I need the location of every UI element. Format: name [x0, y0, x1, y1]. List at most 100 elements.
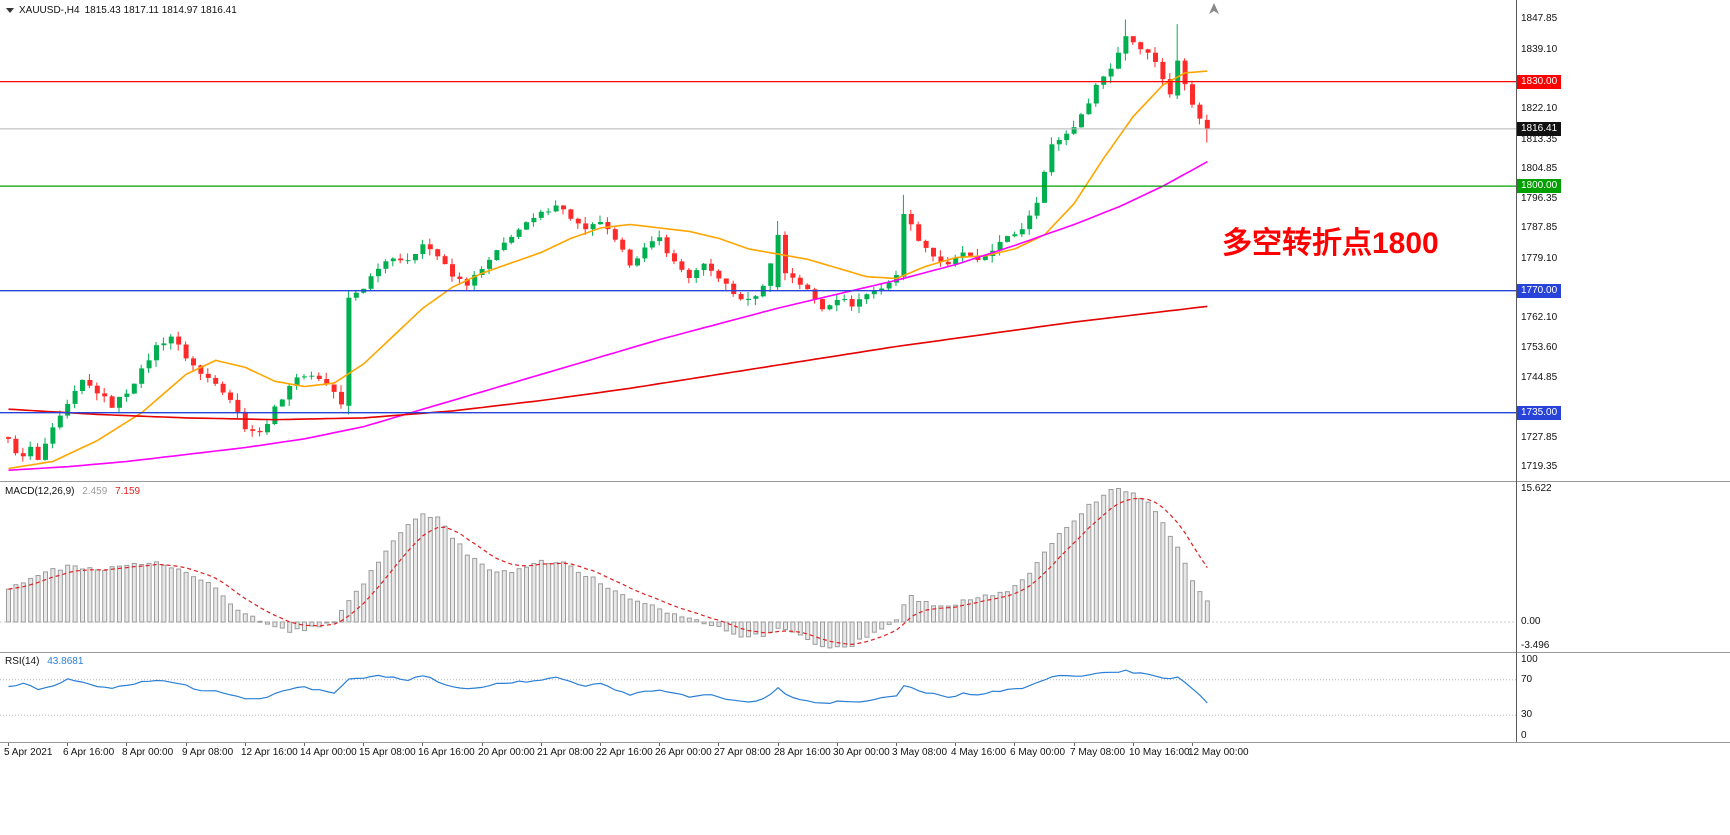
- macd-bar: [494, 571, 500, 623]
- candle-body: [1027, 215, 1033, 230]
- macd-bar: [457, 543, 463, 623]
- macd-bar: [642, 603, 648, 623]
- macd-bar: [1034, 562, 1040, 623]
- candle-body: [309, 375, 315, 377]
- candle-body: [842, 299, 848, 300]
- candle-body: [857, 299, 862, 307]
- macd-bar: [1160, 522, 1166, 623]
- time-tick: [600, 743, 601, 746]
- rsi-indicator-label: RSI(14) 43.8681: [5, 656, 83, 667]
- price-axis-label: 1727.85: [1521, 432, 1558, 443]
- candle-body: [368, 276, 374, 289]
- macd-bar: [1138, 497, 1144, 623]
- candle-body: [376, 268, 381, 277]
- candle-body: [968, 252, 973, 256]
- candle-body: [901, 214, 907, 277]
- macd-bar: [672, 613, 677, 623]
- candle-body: [1116, 52, 1121, 69]
- candle-body: [1064, 133, 1070, 141]
- macd-bar: [331, 621, 337, 624]
- candle-body: [87, 379, 93, 386]
- candle-body: [620, 239, 626, 250]
- candle-body: [709, 263, 714, 271]
- macd-bar: [1182, 562, 1188, 623]
- candle-body: [161, 343, 167, 346]
- macd-bar: [117, 565, 122, 623]
- candle-body: [139, 368, 145, 384]
- macd-bar: [694, 619, 700, 623]
- panel-separator[interactable]: [0, 652, 1730, 653]
- candle-body: [279, 399, 285, 407]
- macd-bar: [583, 576, 589, 623]
- macd-bar: [842, 621, 848, 648]
- time-tick: [1014, 743, 1015, 746]
- macd-bar: [975, 597, 981, 623]
- candle-body: [923, 240, 929, 248]
- candle-body: [427, 244, 433, 250]
- dropdown-arrow-icon[interactable]: [6, 8, 14, 13]
- macd-bar: [686, 617, 692, 623]
- candle-body: [1034, 202, 1040, 216]
- candle-body: [176, 336, 182, 345]
- price-axis[interactable]: 1847.85 1839.10 1822.10 1813.35 1804.85 1796.…: [1517, 0, 1730, 742]
- candle-body: [479, 269, 485, 275]
- price-axis-label: 1787.85: [1521, 222, 1558, 233]
- macd-bar: [709, 621, 714, 627]
- candle-body: [524, 222, 529, 230]
- macd-bar: [50, 568, 56, 623]
- candle-body: [509, 236, 515, 243]
- macd-bar: [1153, 511, 1158, 623]
- candle-body: [820, 299, 825, 310]
- macd-bar: [1175, 546, 1181, 623]
- candle-body: [1019, 229, 1025, 235]
- macd-bar: [797, 621, 803, 636]
- price-axis-label: 1719.35: [1521, 461, 1558, 472]
- candle-body: [168, 336, 174, 344]
- panel-separator[interactable]: [0, 481, 1730, 482]
- candle-body: [953, 257, 959, 265]
- macd-bar: [783, 621, 788, 631]
- ma-fast-line: [8, 70, 1208, 470]
- macd-bar: [612, 590, 618, 623]
- candle-body: [198, 365, 204, 374]
- candle-body: [716, 270, 722, 279]
- macd-bar: [220, 595, 226, 623]
- candle-body: [590, 224, 596, 230]
- macd-bar: [57, 569, 63, 623]
- candle-body: [635, 258, 640, 266]
- macd-bar: [790, 621, 796, 633]
- candle-body: [1197, 104, 1203, 119]
- macd-bar: [168, 567, 174, 623]
- macd-indicator-label: MACD(12,26,9) 2.459 7.159: [5, 486, 140, 497]
- candle-body: [13, 438, 19, 454]
- macd-bar: [723, 621, 729, 632]
- macd-name: MACD(12,26,9): [5, 486, 75, 497]
- time-axis-label: 27 Apr 08:00: [714, 747, 771, 758]
- macd-bar: [265, 621, 270, 625]
- time-axis-label: 12 Apr 16:00: [241, 747, 298, 758]
- candle-body: [694, 270, 700, 278]
- time-axis-label: 22 Apr 16:00: [596, 747, 653, 758]
- candle-body: [183, 344, 189, 359]
- macd-bar: [627, 598, 633, 623]
- time-axis[interactable]: 5 Apr 2021 6 Apr 16:00 8 Apr 00:00 9 Apr 08…: [0, 743, 1730, 763]
- macd-bar: [871, 621, 877, 633]
- candle-body: [1049, 144, 1055, 173]
- macd-bar: [287, 621, 293, 633]
- candle-body: [1071, 127, 1077, 134]
- rsi-panel-canvas[interactable]: [0, 653, 1516, 742]
- candle-body: [1153, 52, 1158, 62]
- macd-bar: [834, 621, 840, 648]
- macd-bar: [575, 571, 581, 623]
- candle-body: [1108, 68, 1114, 77]
- macd-bar: [982, 594, 988, 623]
- macd-panel-canvas[interactable]: [0, 482, 1516, 652]
- candle-body: [390, 258, 396, 262]
- price-chart-canvas[interactable]: [0, 0, 1516, 481]
- time-tick: [422, 743, 423, 746]
- macd-bar: [1167, 535, 1173, 623]
- time-axis-label: 3 May 08:00: [892, 747, 948, 758]
- macd-bar: [442, 525, 448, 623]
- rsi-axis-label: 0: [1521, 730, 1527, 741]
- candle-body: [598, 222, 603, 225]
